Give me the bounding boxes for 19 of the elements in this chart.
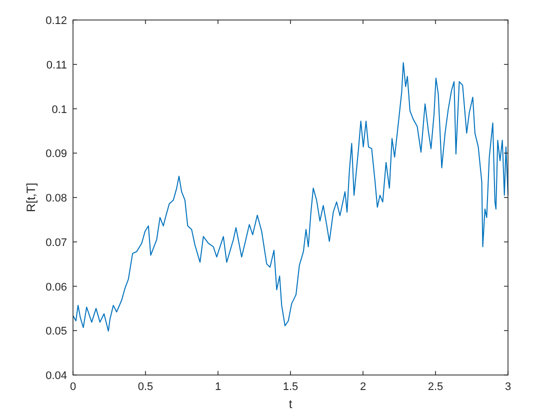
x-tick-label: 1: [214, 381, 222, 393]
y-tick-label: 0.06: [46, 281, 67, 294]
x-tick-label: 2: [360, 381, 366, 393]
y-tick-label: 0.1: [52, 104, 67, 116]
x-tick-label: 0.5: [138, 381, 154, 393]
x-axis-title: t: [288, 397, 293, 411]
y-axis-title: R[t,T]: [24, 182, 38, 212]
x-tick-label: 0: [70, 381, 76, 393]
line-series: [73, 62, 508, 332]
y-tick-label: 0.07: [46, 236, 67, 249]
x-tick-label: 2.5: [428, 381, 444, 393]
y-tick-label: 0.09: [46, 148, 67, 160]
y-tick-label: 0.08: [46, 192, 67, 204]
x-tick-label: 3: [504, 381, 512, 393]
x-tick-label: 1.5: [282, 381, 298, 393]
y-tick-label: 0.11: [46, 59, 67, 72]
y-tick-label: 0.12: [46, 15, 67, 27]
y-tick-label: 0.05: [46, 326, 67, 338]
y-tick-label: 0.04: [46, 370, 67, 382]
